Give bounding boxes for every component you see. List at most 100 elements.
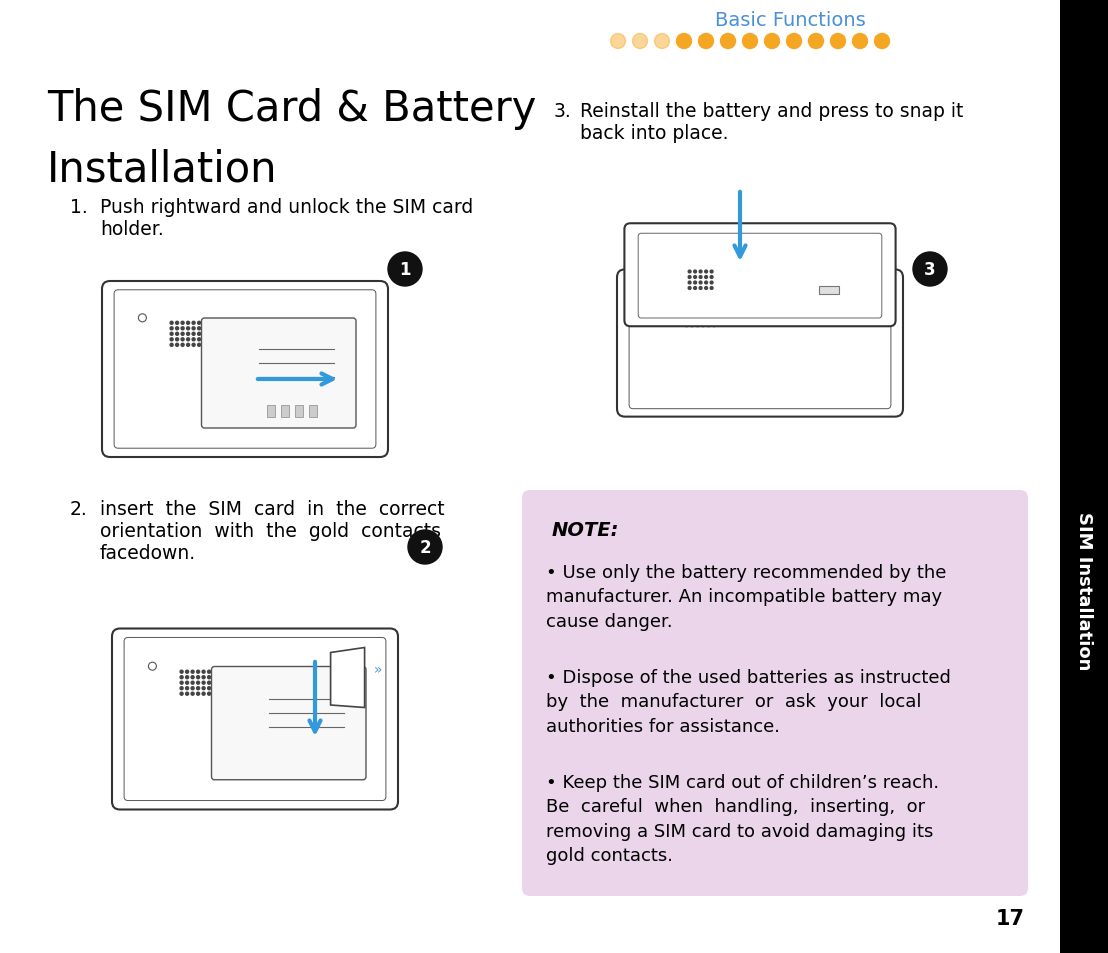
Bar [309,406,317,417]
Text: 17: 17 [995,908,1025,928]
Circle shape [705,271,708,274]
Circle shape [181,322,184,325]
Circle shape [192,328,195,331]
Circle shape [186,322,189,325]
FancyBboxPatch shape [202,318,356,429]
Text: • Use only the battery recommended by the
manufacturer. An incompatible battery : • Use only the battery recommended by th… [546,563,946,630]
Circle shape [694,276,697,279]
Circle shape [186,676,188,679]
Circle shape [186,693,188,696]
Circle shape [633,34,647,50]
Circle shape [186,681,188,684]
Circle shape [207,681,211,684]
Circle shape [408,531,442,564]
Circle shape [698,34,714,50]
Circle shape [207,687,211,690]
Circle shape [874,34,890,50]
Circle shape [192,333,195,336]
Circle shape [685,314,688,316]
Circle shape [690,308,694,311]
Circle shape [202,687,205,690]
Circle shape [690,324,694,327]
Circle shape [191,693,194,696]
Circle shape [175,328,178,331]
Text: 1.: 1. [70,198,88,216]
Circle shape [701,319,705,322]
Circle shape [181,681,183,684]
Bar [280,406,288,417]
Circle shape [192,322,195,325]
Bar [1060,0,1108,953]
Text: 3.: 3. [554,102,572,121]
Circle shape [712,302,716,305]
Circle shape [202,681,205,684]
Circle shape [196,676,199,679]
Bar [295,406,302,417]
Circle shape [202,676,205,679]
Circle shape [701,302,705,305]
Circle shape [710,287,714,290]
Circle shape [186,333,189,336]
Circle shape [186,338,189,341]
Circle shape [710,271,714,274]
Circle shape [696,314,699,316]
Text: insert  the  SIM  card  in  the  correct
orientation  with  the  gold  contacts
: insert the SIM card in the correct orien… [100,499,444,562]
FancyBboxPatch shape [617,270,903,417]
Circle shape [710,282,714,285]
FancyBboxPatch shape [102,282,388,457]
Circle shape [699,271,702,274]
Circle shape [694,282,697,285]
Circle shape [388,253,422,287]
Circle shape [710,276,714,279]
Circle shape [705,282,708,285]
Circle shape [192,344,195,347]
Bar [820,287,840,294]
Circle shape [707,324,710,327]
Circle shape [655,34,669,50]
Text: 2.: 2. [70,499,88,518]
Circle shape [787,34,801,50]
Circle shape [913,253,947,287]
Circle shape [712,319,716,322]
Circle shape [809,34,823,50]
Circle shape [171,322,173,325]
Circle shape [712,308,716,311]
Text: 3: 3 [924,261,936,278]
Circle shape [197,344,201,347]
Circle shape [677,34,691,50]
Circle shape [699,287,702,290]
Text: • Keep the SIM card out of children’s reach.
Be  careful  when  handling,  inser: • Keep the SIM card out of children’s re… [546,773,940,864]
Circle shape [175,338,178,341]
Circle shape [171,328,173,331]
Circle shape [181,338,184,341]
Circle shape [181,344,184,347]
Circle shape [688,271,691,274]
Circle shape [197,338,201,341]
Circle shape [688,282,691,285]
Circle shape [611,34,626,50]
Circle shape [197,328,201,331]
Circle shape [175,333,178,336]
Circle shape [742,34,758,50]
Circle shape [701,308,705,311]
Circle shape [765,34,780,50]
Circle shape [701,314,705,316]
Text: NOTE:: NOTE: [552,520,619,539]
Circle shape [196,693,199,696]
Circle shape [694,271,697,274]
Circle shape [181,676,183,679]
Circle shape [196,681,199,684]
FancyBboxPatch shape [112,629,398,810]
Circle shape [690,319,694,322]
FancyBboxPatch shape [625,224,895,327]
Polygon shape [330,648,365,708]
Circle shape [685,324,688,327]
Circle shape [171,344,173,347]
Text: The SIM Card & Battery: The SIM Card & Battery [47,88,536,130]
Text: Push rightward and unlock the SIM card
holder.: Push rightward and unlock the SIM card h… [100,198,473,239]
Circle shape [690,314,694,316]
Circle shape [196,687,199,690]
Text: 2: 2 [419,538,431,557]
Circle shape [196,671,199,674]
Text: »: » [373,661,382,676]
